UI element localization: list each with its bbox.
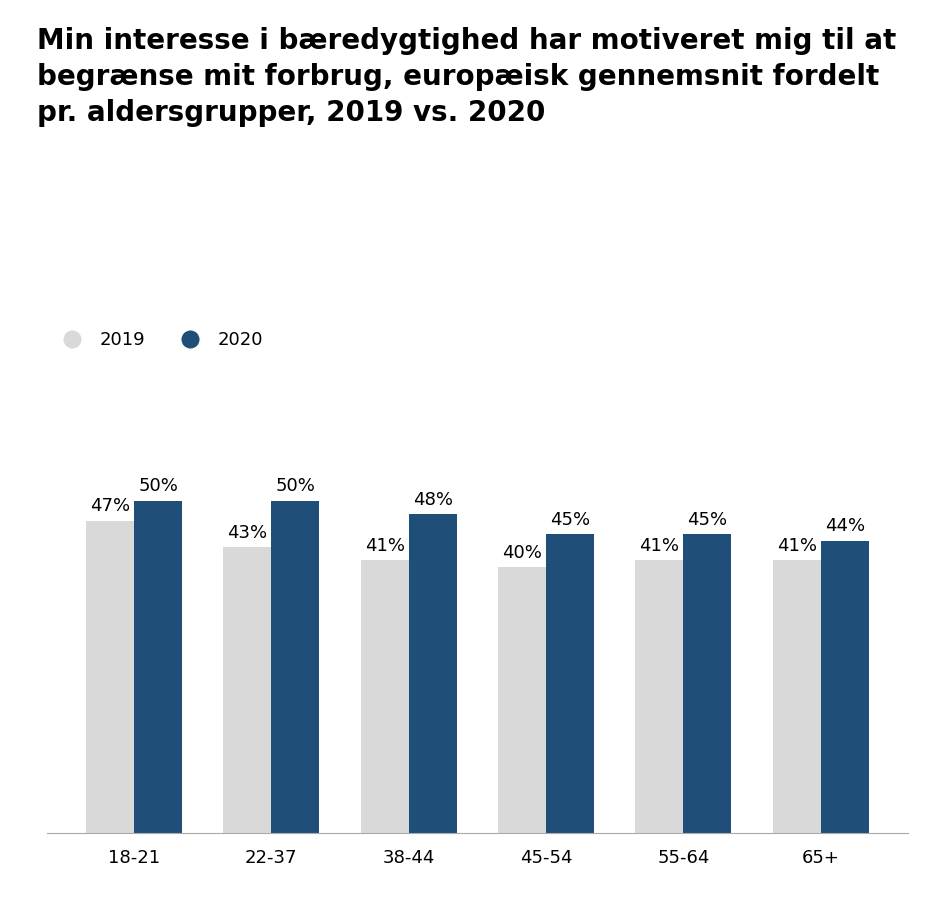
Text: 45%: 45% (550, 510, 590, 529)
Bar (360, 560, 409, 833)
Bar (134, 500, 183, 833)
Text: 45%: 45% (687, 510, 727, 529)
Bar (683, 534, 731, 833)
Bar (224, 548, 271, 833)
Legend: 2019, 2020: 2019, 2020 (47, 324, 271, 357)
Text: 43%: 43% (227, 524, 268, 542)
Bar (772, 560, 821, 833)
Text: 50%: 50% (275, 478, 315, 495)
Bar (821, 540, 869, 833)
Text: 50%: 50% (139, 478, 178, 495)
Bar (409, 514, 457, 833)
Text: 41%: 41% (639, 538, 680, 555)
Text: 44%: 44% (825, 518, 865, 535)
Bar (498, 567, 546, 833)
Text: 40%: 40% (502, 544, 542, 562)
Bar (271, 500, 319, 833)
Bar (546, 534, 594, 833)
Text: 41%: 41% (777, 538, 817, 555)
Bar (636, 560, 683, 833)
Text: Min interesse i bæredygtighed har motiveret mig til at
begrænse mit forbrug, eur: Min interesse i bæredygtighed har motive… (37, 27, 897, 127)
Text: 41%: 41% (365, 538, 404, 555)
Text: 47%: 47% (90, 498, 130, 515)
Text: 48%: 48% (413, 491, 453, 509)
Bar (86, 520, 134, 833)
